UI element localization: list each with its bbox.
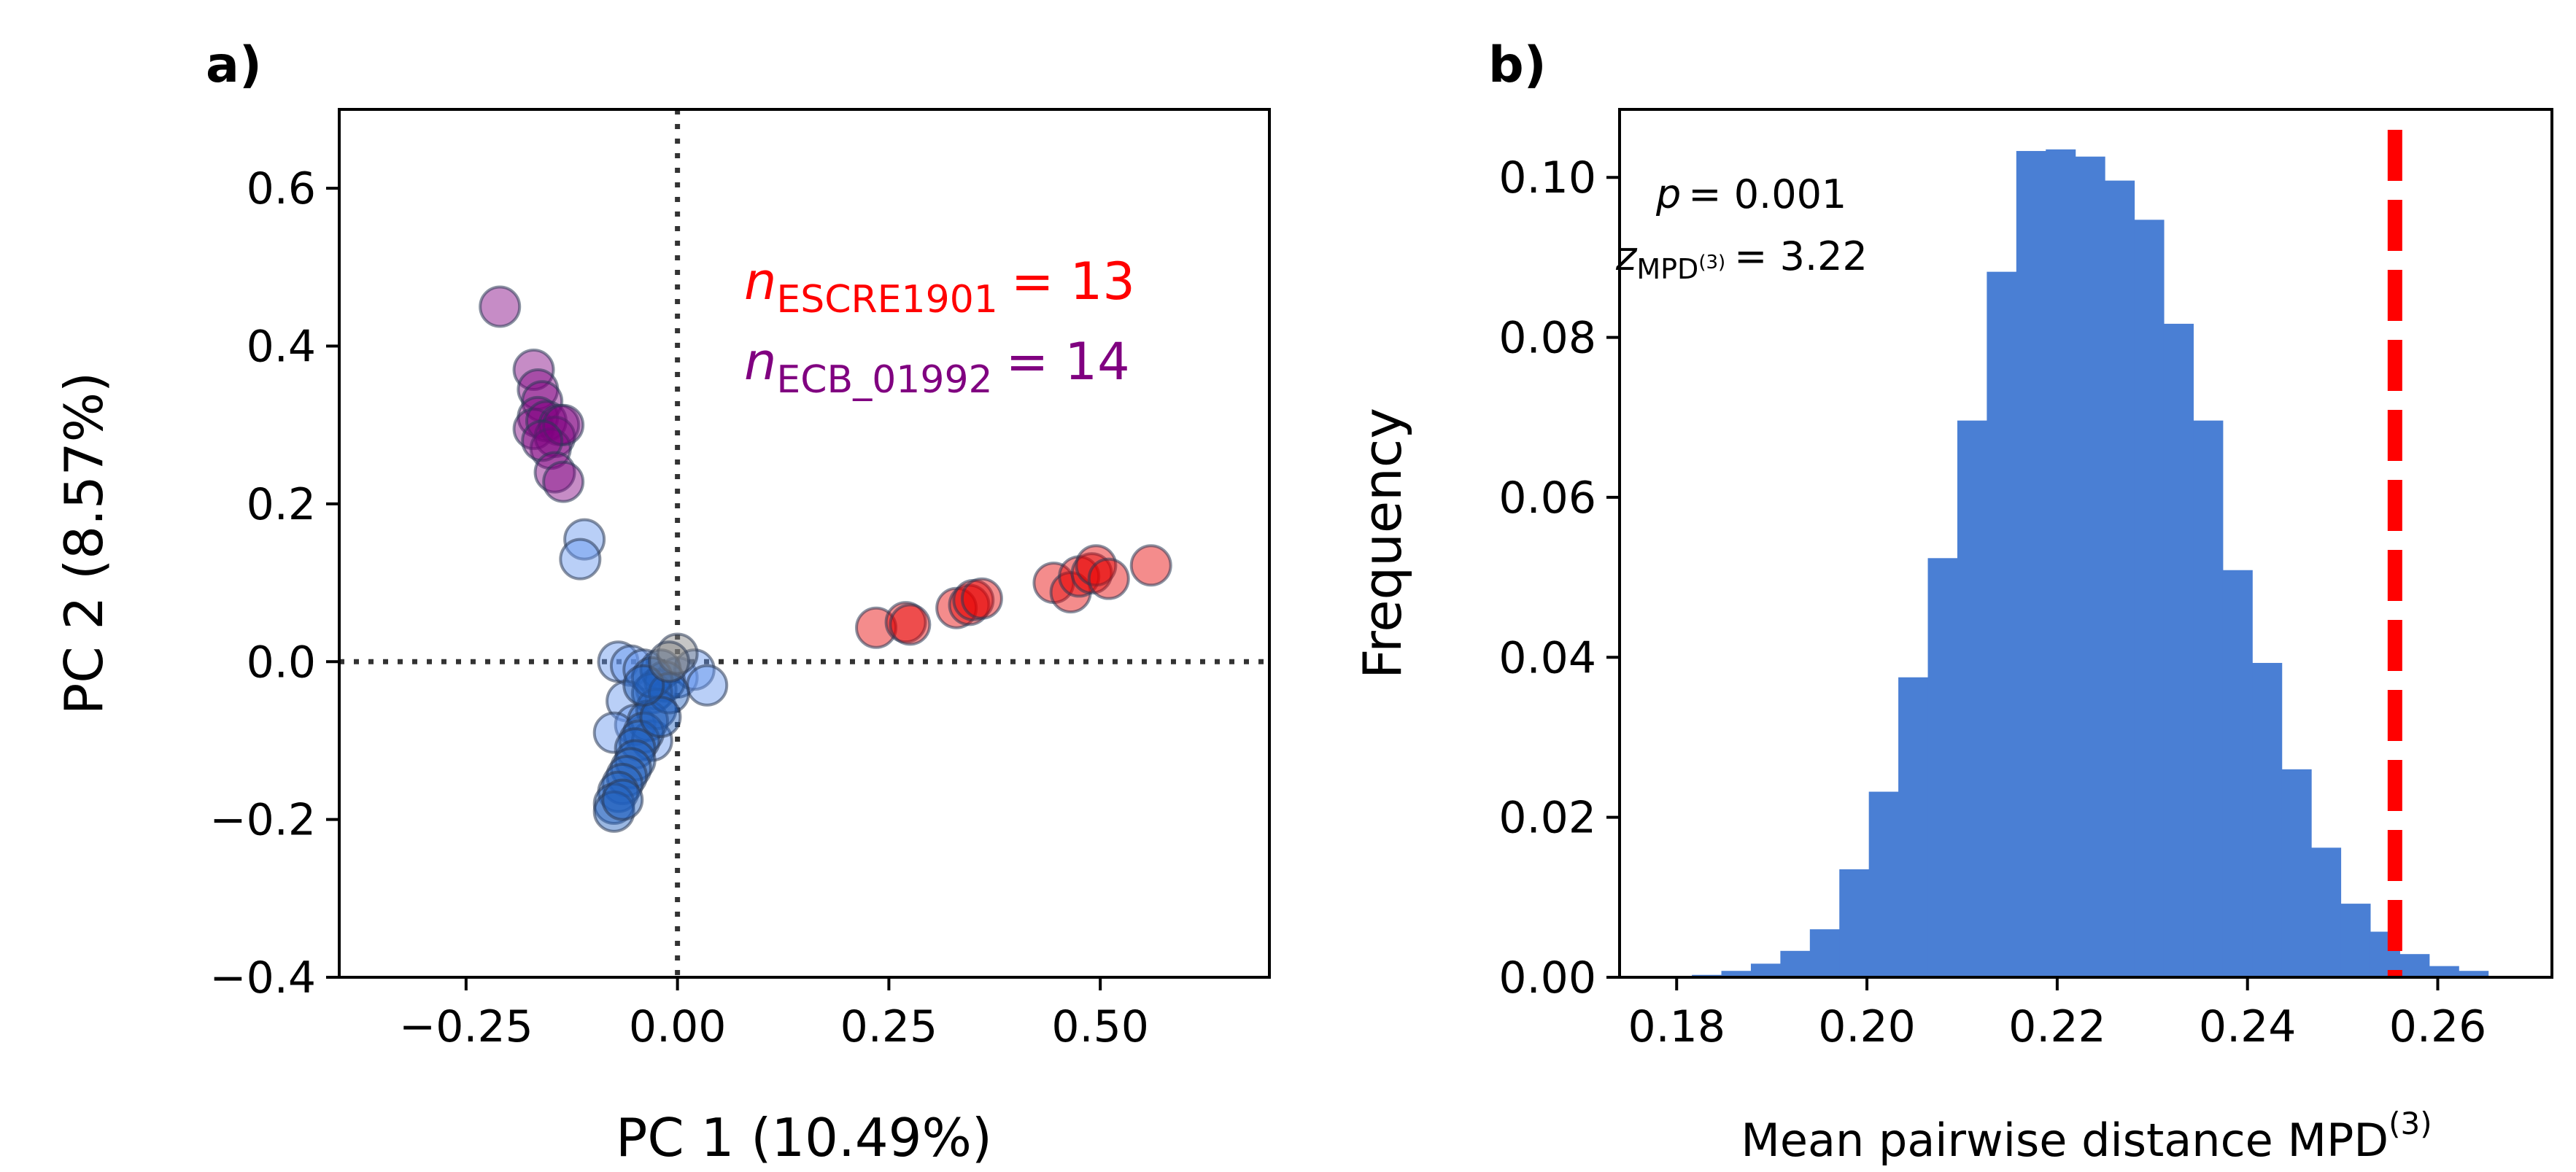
histogram-bar — [2281, 769, 2312, 977]
histogram-bar — [1927, 558, 1958, 977]
y-tick-label: 0.08 — [1498, 313, 1596, 364]
y-tick-label: 0.4 — [247, 322, 316, 373]
annotation-count: = 14 — [1006, 332, 1130, 392]
histogram-bar — [2399, 954, 2430, 977]
scatter-point — [648, 640, 691, 683]
annotation-ecb01992: nECB_01992 = 14 — [744, 332, 1130, 402]
panel-b-label: b) — [1488, 36, 1547, 94]
annotation-n-symbol: n — [744, 332, 776, 392]
scatter-point — [889, 603, 932, 646]
scatter-points — [479, 285, 1172, 833]
x-axis-label-sup: (3) — [2389, 1106, 2432, 1141]
histogram-bar — [2459, 971, 2489, 977]
histogram-bar — [2311, 847, 2342, 977]
scatter-point — [559, 538, 602, 581]
p-symbol: p — [1655, 171, 1681, 217]
y-tick-label: 0.02 — [1498, 793, 1596, 844]
scatter-point — [1087, 557, 1130, 600]
scatter-point — [542, 403, 585, 446]
z-symbol: z — [1615, 233, 1638, 279]
histogram-bar — [2016, 151, 2046, 978]
x-tick-label: 0.22 — [2008, 1001, 2106, 1052]
histogram-bar — [2429, 966, 2459, 977]
histogram-bar — [1898, 677, 1929, 977]
x-axis-ticks: −0.25 0.00 0.25 0.50 — [399, 977, 1149, 1052]
histogram-bar — [2046, 149, 2076, 977]
annotation-n-symbol: n — [744, 252, 776, 311]
reference-lines — [339, 109, 1269, 977]
scatter-point — [648, 672, 691, 715]
y-tick-label: −0.2 — [209, 795, 316, 846]
y-tick-label: 0.10 — [1498, 152, 1596, 203]
y-tick-label: 0.00 — [1498, 952, 1596, 1004]
y-axis-label-b: Frequency — [1352, 408, 1413, 679]
histogram-bar — [1809, 929, 1840, 977]
scatter-point — [1129, 544, 1172, 587]
histogram-bar — [2105, 180, 2135, 977]
y-tick-label: 0.0 — [247, 637, 316, 688]
histogram-bar — [2193, 420, 2224, 977]
x-axis-label-main: Mean pairwise distance MPD — [1741, 1114, 2389, 1167]
y-tick-label: 0.6 — [247, 163, 316, 214]
scatter-point — [542, 460, 585, 503]
scatter-point — [960, 577, 1003, 620]
x-axis-label-a: PC 1 (10.49%) — [616, 1107, 992, 1168]
histogram-bar — [1868, 791, 1899, 977]
annotation-subscript: ECB_01992 — [776, 358, 992, 402]
histogram-bar — [1780, 950, 1811, 977]
p-value-text: p = 0.001 — [1655, 171, 1846, 217]
plot-frame-a — [338, 108, 1271, 979]
plot-frame-b — [1618, 108, 2553, 979]
x-tick-label: 0.00 — [629, 1001, 727, 1052]
histogram-bar — [2075, 156, 2105, 977]
y-axis-ticks: −0.4 −0.2 0.0 0.2 0.4 0.6 — [209, 163, 339, 1004]
x-axis-ticks: 0.18 0.20 0.22 0.24 0.26 — [1628, 977, 2486, 1052]
y-axis-ticks: 0.00 0.02 0.04 0.06 0.08 0.10 — [1498, 152, 1620, 1004]
z-score-text: zMPD(3) = 3.22 — [1615, 233, 1868, 285]
z-subscript: MPD — [1636, 253, 1698, 285]
annotation-subscript: ESCRE1901 — [776, 278, 998, 322]
y-tick-label: 0.2 — [247, 479, 316, 530]
histogram-bar — [2252, 662, 2283, 977]
histogram-bar — [2163, 323, 2194, 977]
y-tick-label: −0.4 — [209, 952, 316, 1004]
x-tick-label: −0.25 — [399, 1001, 533, 1052]
histogram-bar — [1957, 420, 1987, 977]
panel-a-label: a) — [206, 36, 262, 94]
annotation-count: = 13 — [1011, 252, 1135, 311]
histogram-bars — [1662, 149, 2489, 978]
panel-b-histogram: b) 0.18 0.20 0.22 0.24 0.26 0.00 0.02 0.04 0.06… — [1352, 36, 2553, 1167]
z-value: = 3.22 — [1734, 233, 1868, 279]
x-tick-label: 0.18 — [1628, 1001, 1725, 1052]
annotation-escre1901: nESCRE1901 = 13 — [744, 252, 1135, 322]
x-tick-label: 0.26 — [2389, 1001, 2487, 1052]
x-tick-label: 0.50 — [1051, 1001, 1149, 1052]
histogram-bar — [2134, 220, 2165, 977]
histogram-bar — [2222, 570, 2253, 977]
histogram-bar — [2340, 904, 2371, 977]
y-axis-label-a: PC 2 (8.57%) — [53, 372, 115, 715]
histogram-bar — [1721, 971, 1752, 977]
scatter-point — [686, 664, 729, 707]
y-tick-label: 0.06 — [1498, 473, 1596, 524]
x-tick-label: 0.20 — [1818, 1001, 1916, 1052]
panel-a-scatter: a) −0.25 0.00 0.25 0.50 −0.4 −0.2 0.0 0.2 0.4 0.… — [53, 36, 1271, 1168]
histogram-bar — [1839, 869, 1870, 977]
scatter-point — [601, 778, 644, 821]
histogram-bar — [1987, 271, 2017, 978]
histogram-bar — [1750, 963, 1781, 977]
x-tick-label: 0.25 — [840, 1001, 938, 1052]
x-axis-label-b: Mean pairwise distance MPD(3) — [1741, 1106, 2432, 1167]
p-value: = 0.001 — [1688, 171, 1846, 217]
scatter-point — [521, 419, 564, 462]
scatter-point — [479, 285, 522, 328]
x-tick-label: 0.24 — [2199, 1001, 2297, 1052]
y-tick-label: 0.04 — [1498, 632, 1596, 683]
z-subscript-sup: (3) — [1698, 252, 1725, 273]
